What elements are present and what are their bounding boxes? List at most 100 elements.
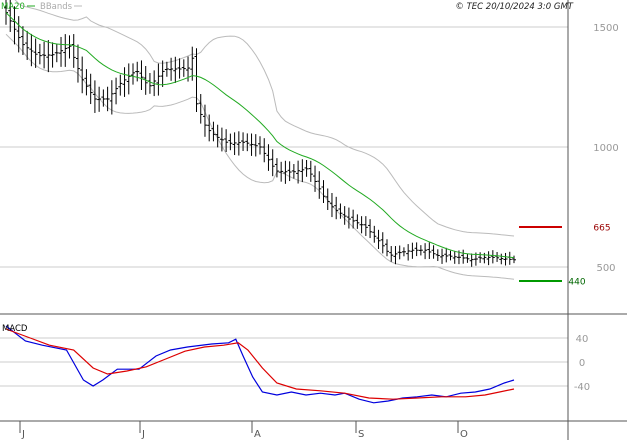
price-bar: [80, 56, 85, 94]
price-bar: [207, 114, 212, 142]
price-bar: [88, 73, 93, 105]
macd-lines: [5, 325, 515, 404]
x-tick-label: J: [141, 429, 145, 440]
x-tick-label: J: [21, 429, 25, 440]
price-bar: [232, 132, 237, 156]
price-bar: [304, 159, 309, 177]
macd-gridlines: [0, 337, 568, 387]
price-bar: [296, 160, 301, 184]
price-bar: [401, 247, 406, 257]
price-bar: [342, 206, 347, 225]
price-bar: [389, 246, 394, 262]
level-label-440: 440: [568, 278, 585, 288]
price-bar: [423, 243, 428, 260]
price-bar: [334, 196, 339, 220]
price-bar: [202, 104, 207, 137]
price-bar: [105, 86, 110, 112]
price-bar: [512, 255, 516, 264]
x-tick-label: A: [254, 429, 261, 440]
ma20-path: [5, 12, 515, 259]
price-bar: [135, 61, 140, 82]
price-bar: [228, 133, 233, 151]
price-bar: [435, 249, 440, 262]
legend-bbands: BBands: [40, 2, 73, 12]
price-bar: [300, 159, 305, 183]
price-bar: [236, 131, 241, 156]
price-bar: [376, 229, 381, 250]
price-bar: [262, 138, 267, 163]
price-bar: [440, 248, 445, 264]
price-bar: [241, 132, 246, 151]
price-bar: [448, 250, 453, 261]
bband-upper: [14, 0, 515, 237]
price-bar: [355, 214, 360, 229]
ma20-line: [5, 12, 515, 259]
price-bar: [385, 239, 389, 257]
price-bar: [287, 161, 292, 182]
price-bar: [283, 160, 288, 184]
price-bar: [54, 43, 59, 63]
macd-series-signal: [5, 328, 515, 400]
price-bar: [469, 253, 474, 267]
price-bar: [465, 253, 470, 263]
price-bar: [490, 250, 495, 264]
copyright-text: © TEC 20/10/2024 3:0 GMT: [455, 2, 573, 12]
price-bar: [321, 180, 326, 204]
price-bar: [427, 242, 432, 259]
price-bar: [126, 63, 131, 95]
price-bar: [190, 46, 195, 81]
level-lines: 665 440: [519, 224, 611, 288]
price-bar: [245, 133, 250, 152]
price-bar: [211, 121, 216, 142]
price-bar: [101, 89, 106, 107]
price-bar: [42, 41, 47, 69]
price-bar: [160, 60, 165, 87]
price-tick-label: 1500: [593, 23, 618, 34]
price-bar: [50, 42, 55, 68]
price-bar: [194, 48, 199, 113]
price-bar: [8, 0, 13, 32]
price-bar: [393, 246, 398, 265]
price-bar: [37, 43, 42, 65]
price-bar: [499, 253, 504, 265]
price-bar: [486, 251, 491, 266]
price-bar: [147, 72, 152, 94]
price-bar: [156, 63, 161, 96]
macd-series-macd: [5, 325, 515, 404]
price-bar: [410, 242, 415, 259]
price-bar: [20, 26, 25, 56]
price-bar: [164, 61, 169, 77]
price-bar: [368, 219, 373, 239]
macd-tick-label: -40: [574, 382, 590, 393]
price-bars: [4, 0, 516, 267]
price-bar: [249, 133, 254, 156]
price-bar: [59, 36, 64, 67]
price-bar: [114, 77, 119, 105]
price-bar: [198, 94, 203, 124]
price-bar: [452, 250, 457, 264]
price-bar: [503, 252, 508, 266]
price-bar: [325, 188, 330, 211]
price-bar: [397, 245, 402, 260]
price-bar: [317, 171, 322, 199]
price-axis: 1500 1000 500: [593, 23, 618, 274]
price-bar: [279, 161, 284, 182]
price-bar: [12, 6, 17, 45]
price-bar: [363, 216, 368, 236]
price-bar: [122, 67, 127, 97]
price-bar: [380, 232, 385, 254]
level-label-665: 665: [593, 224, 610, 234]
x-tick-label: O: [460, 429, 468, 440]
price-bar: [67, 35, 72, 59]
price-bar: [478, 252, 483, 263]
price-bar: [131, 63, 135, 85]
price-bar: [313, 165, 318, 192]
price-bar: [29, 33, 34, 67]
price-bar: [372, 225, 377, 243]
price-bar: [495, 251, 500, 262]
price-bar: [253, 134, 258, 157]
price-bar: [84, 69, 89, 96]
